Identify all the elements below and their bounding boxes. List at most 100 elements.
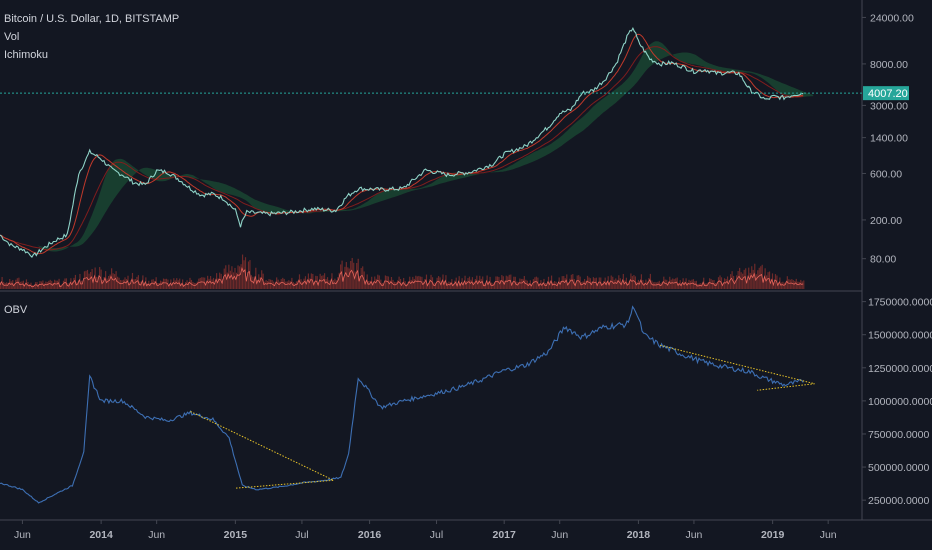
volume-bar: [618, 275, 620, 289]
volume-bar: [48, 280, 50, 289]
volume-bar: [415, 275, 417, 289]
volume-bar: [722, 283, 724, 289]
volume-bar: [106, 278, 108, 289]
volume-bar: [792, 280, 794, 289]
volume-bar: [174, 280, 176, 289]
volume-bar: [576, 275, 578, 289]
volume-bar: [337, 277, 339, 289]
vol-legend[interactable]: Vol: [4, 31, 19, 43]
volume-bar: [719, 275, 721, 289]
volume-bar: [57, 280, 59, 289]
obv-legend[interactable]: OBV: [4, 304, 28, 316]
volume-bar: [322, 275, 324, 289]
volume-bar: [501, 275, 503, 289]
price-series: [0, 26, 804, 258]
volume-bar: [149, 283, 151, 289]
volume-bar: [139, 281, 141, 289]
volume-bar: [770, 279, 772, 289]
volume-bar: [328, 280, 330, 289]
volume-bar: [93, 277, 95, 289]
volume-bar: [229, 270, 231, 289]
volume-bar: [3, 281, 5, 289]
volume-bar: [691, 279, 693, 289]
volume-bar: [265, 280, 267, 289]
volume-bar: [673, 279, 675, 289]
volume-bar: [289, 281, 291, 289]
volume-bar: [259, 277, 261, 289]
obv-trendline-triangle-2[interactable]: [659, 344, 815, 391]
volume-bar: [410, 279, 412, 289]
volume-bar: [434, 283, 437, 289]
volume-bar: [347, 267, 349, 289]
symbol-legend[interactable]: Bitcoin / U.S. Dollar, 1D, BITSTAMP: [4, 13, 179, 25]
volume-bar: [739, 267, 741, 289]
volume-bar: [436, 277, 438, 289]
volume-bar: [368, 280, 370, 289]
volume-bar: [240, 264, 242, 289]
volume-bar: [570, 274, 572, 289]
volume-bar: [279, 281, 281, 289]
volume-bar: [389, 280, 391, 289]
volume-bar: [755, 274, 757, 289]
volume-bar: [143, 283, 145, 289]
volume-bar: [406, 283, 408, 289]
volume-bar: [734, 280, 736, 289]
time-tick-label: Jul: [430, 529, 443, 541]
volume-bar: [646, 281, 648, 289]
volume-bar: [183, 284, 185, 289]
volume-bar: [102, 279, 104, 289]
volume-bar: [146, 283, 148, 289]
volume-bar: [173, 278, 175, 289]
volume-bar: [125, 279, 128, 289]
volume-bar: [222, 279, 224, 289]
volume-bar: [507, 276, 509, 289]
volume-bar: [427, 283, 429, 289]
volume-bar: [309, 278, 311, 289]
volume-bar: [508, 274, 510, 289]
volume-bar: [243, 260, 245, 289]
volume-bar: [108, 275, 110, 289]
volume-bar: [549, 281, 551, 289]
volume-bar: [594, 278, 596, 289]
volume-bar: [800, 279, 802, 289]
volume-bar: [664, 279, 666, 289]
volume-bar: [214, 280, 216, 289]
ichimoku-legend[interactable]: Ichimoku: [4, 49, 48, 61]
time-tick-label: 2019: [761, 529, 785, 541]
volume-bar: [109, 274, 111, 289]
volume-bar: [274, 283, 276, 289]
volume-bar: [797, 281, 799, 289]
volume-bar: [457, 283, 459, 289]
volume-bar: [483, 283, 485, 289]
volume-bar: [746, 279, 748, 289]
volume-bar: [598, 277, 600, 289]
volume-bar: [348, 268, 350, 289]
volume-bar: [315, 275, 317, 289]
volume-bar: [616, 279, 618, 289]
volume-bar: [675, 278, 677, 289]
volume-bar: [154, 280, 156, 289]
volume-bar: [256, 279, 258, 289]
current-price-value: 4007.20: [868, 88, 908, 100]
volume-bar: [193, 282, 196, 289]
time-tick-label: Jul: [295, 529, 308, 541]
obv-tick-label: 1000000.0000: [868, 396, 932, 408]
volume-bar: [62, 280, 65, 289]
volume-bar: [164, 278, 166, 289]
volume-bar: [597, 282, 599, 289]
volume-bar: [575, 283, 577, 289]
volume-bar: [785, 281, 787, 289]
volume-bar: [271, 279, 273, 289]
volume-bar: [592, 277, 595, 289]
volume-bar: [253, 279, 255, 289]
volume-bar: [774, 274, 777, 289]
volume-bar: [443, 281, 446, 289]
price-tick-label: 24000.00: [870, 12, 914, 24]
volume-bar: [707, 282, 709, 289]
current-price-tag: [863, 86, 909, 101]
volume-bar: [250, 275, 253, 289]
volume-bar: [554, 281, 556, 289]
volume-bar: [10, 281, 12, 289]
volume-bar: [199, 277, 201, 289]
